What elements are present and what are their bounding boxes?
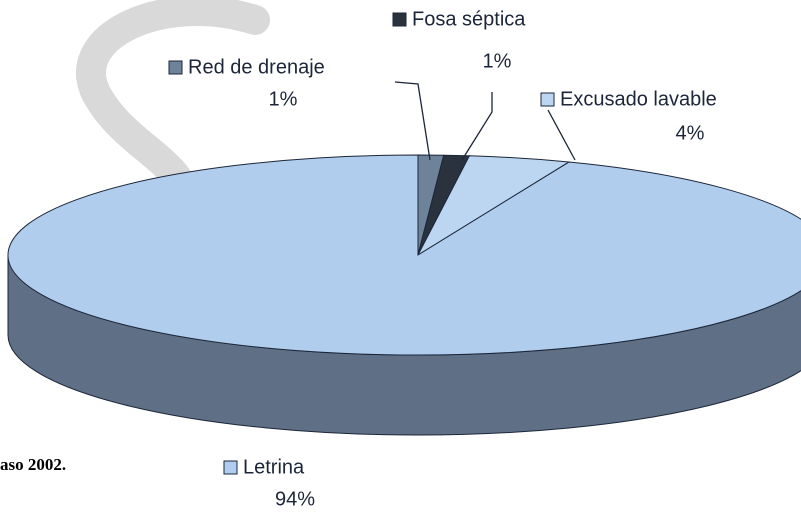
slice-value-label: 94%: [275, 488, 315, 510]
legend-swatch: [392, 12, 407, 27]
slice-value-label: 1%: [483, 50, 512, 72]
watermark: [76, 0, 270, 225]
slice-label: Letrina: [243, 456, 305, 478]
legend-swatch: [168, 60, 183, 75]
caption: aso 2002.: [0, 455, 66, 474]
leader-line: [547, 109, 576, 161]
leader-line: [461, 92, 493, 161]
pie: [7, 154, 801, 436]
slice-label: Fosa séptica: [412, 8, 526, 30]
slice: [7, 154, 801, 356]
slice-label: Red de drenaje: [188, 56, 325, 78]
legend-swatch: [223, 460, 238, 475]
slice-value-label: 4%: [676, 122, 705, 144]
slice-label: Excusado lavable: [560, 88, 717, 110]
leader-line: [394, 81, 431, 161]
slice-value-label: 1%: [269, 88, 298, 110]
legend-swatch: [540, 92, 555, 107]
